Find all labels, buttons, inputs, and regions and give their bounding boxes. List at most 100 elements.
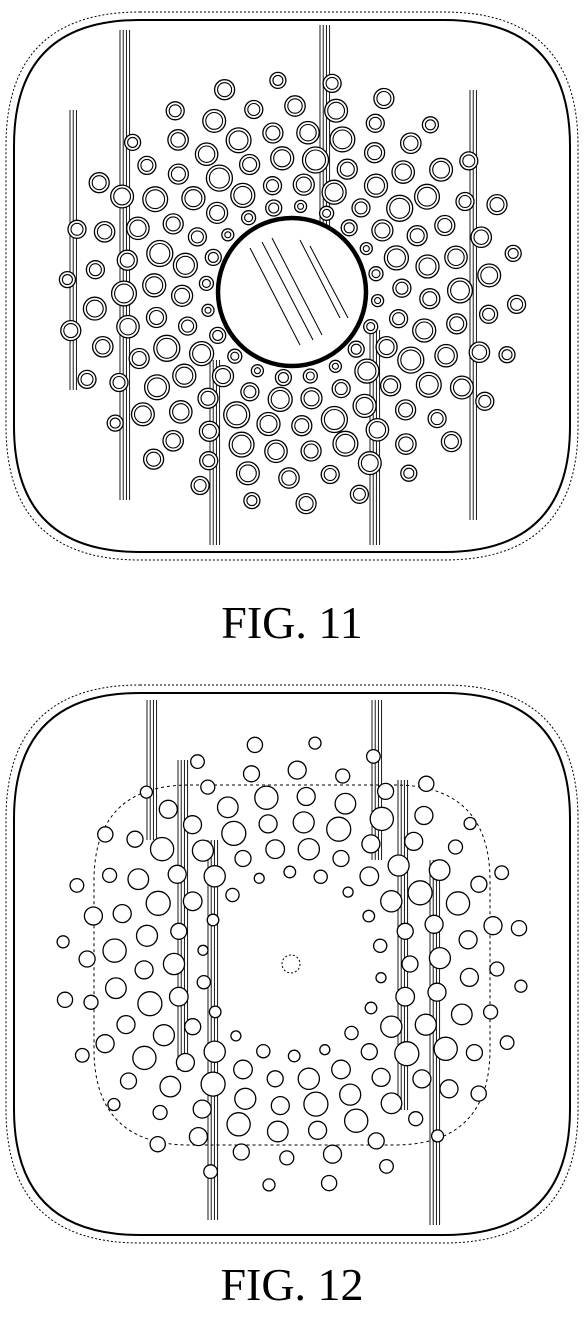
fig12-perforation-hole <box>449 840 463 854</box>
fig11-perforation-hole <box>59 272 75 288</box>
fig11-perforation-hole <box>415 184 440 209</box>
fig11-perforation-hole <box>210 327 226 343</box>
fig12-perforation-hole <box>121 1073 137 1089</box>
fig11-perforation-hole <box>145 375 170 400</box>
fig12-perforation-hole <box>96 1035 114 1053</box>
fig12-perforation-hole <box>464 818 476 830</box>
fig12-perforation-hole <box>151 838 174 861</box>
fig12-perforation-hole <box>117 1016 135 1034</box>
fig11-perforation-hole <box>112 281 137 306</box>
fig11-perforation-hole <box>505 245 521 261</box>
fig12-perforation-hole <box>171 923 187 939</box>
fig12-perforation-hole <box>150 1137 165 1152</box>
fig12-perforation-hole <box>429 948 450 969</box>
fig12-center-mark <box>282 955 300 973</box>
fig12-perforation-hole <box>271 1097 289 1115</box>
fig12-perforation-hole <box>168 865 186 883</box>
fig12-perforation-hole <box>320 1045 330 1055</box>
fig12-perforation-hole <box>495 866 509 880</box>
fig12-perforation-hole <box>193 1100 211 1118</box>
fig12-perforation-hole <box>405 832 423 850</box>
fig12-perforation-hole <box>365 1002 377 1014</box>
fig12-perforation-hole <box>288 761 306 779</box>
fig12-perforation-hole <box>370 807 393 830</box>
fig12-perforation-hole <box>159 800 177 818</box>
fig12-perforation-hole <box>419 776 434 791</box>
fig12-perforation-hole <box>257 1045 270 1058</box>
fig12-perforation-hole <box>209 1006 221 1018</box>
fig12-perforation-hole <box>409 1112 423 1126</box>
fig12-perforation-hole <box>372 1068 390 1086</box>
fig11-perforation-hole <box>295 200 307 212</box>
fig12-perforation-hole <box>133 1046 156 1069</box>
fig12-perforation-hole <box>314 870 327 883</box>
fig12-perforation-hole <box>176 1054 194 1072</box>
fig11-perforation-hole <box>229 432 254 457</box>
fig12-perforation-hole <box>98 827 113 842</box>
fig12-perforation-hole <box>378 783 394 799</box>
fig12-perforation-hole <box>361 1044 377 1060</box>
fig12-perforation-hole <box>363 910 375 922</box>
fig12-perforation-hole <box>322 1176 337 1191</box>
fig12-perforation-hole <box>263 1179 275 1191</box>
fig12-perforation-hole <box>163 953 184 974</box>
fig11-perforation-hole <box>125 134 141 150</box>
fig11-perforation-hole <box>266 200 282 216</box>
fig12-perforation-hole <box>402 956 418 972</box>
fig12-perforation-hole <box>413 1070 431 1088</box>
fig12-perforation-hole <box>515 980 527 992</box>
fig11-perforation-hole <box>190 342 214 366</box>
fig11-perforation-hole <box>231 183 255 207</box>
fig12-perforation-hole <box>298 1068 319 1089</box>
fig12-perforation-hole <box>79 951 95 967</box>
fig12-perforation-hole <box>233 1144 249 1160</box>
fig11-perforation-hole <box>268 387 292 411</box>
fig12-perforation-hole <box>380 1160 394 1174</box>
figure-11: FIG. 11 <box>6 12 578 648</box>
fig12-perforation-hole <box>226 888 239 901</box>
fig12-perforation-hole <box>137 925 158 946</box>
fig12-perforation-hole <box>376 973 386 983</box>
fig11-perforation-hole <box>303 147 329 173</box>
fig12-perforation-hole <box>500 1036 514 1050</box>
fig12-perforation-hole <box>244 766 260 782</box>
fig11-perforation-hole <box>154 335 180 361</box>
fig12-perforation-hole <box>367 750 381 764</box>
fig11-perforation-hole <box>202 304 214 316</box>
fig12-perforation-hole <box>471 1086 486 1101</box>
fig11-perforation-hole <box>341 220 357 236</box>
fig11-perforation-hole <box>228 349 242 363</box>
fig12-perforation-hole <box>218 797 239 818</box>
fig12-perforation-hole <box>76 1049 90 1063</box>
fig11-perforation-hole <box>348 341 364 357</box>
fig12-perforation-hole <box>397 923 413 939</box>
fig12-perforation-hole <box>297 788 315 806</box>
fig12-perforation-hole <box>388 855 409 876</box>
fig12-perforation-hole <box>170 987 189 1006</box>
fig12-perforation-hole <box>362 835 380 853</box>
fig12-perforation-hole <box>345 1109 368 1132</box>
fig12-perforation-hole <box>255 786 278 809</box>
fig12-perforation-hole <box>340 1084 361 1105</box>
fig12-perforation-hole <box>425 915 443 933</box>
fig12-perforation-hole <box>440 1080 458 1098</box>
fig11-perforation-hole <box>416 372 441 397</box>
fig12-perforation-hole <box>234 1060 253 1079</box>
fig11-perforation-hole <box>372 295 384 307</box>
fig12-perforation-hole <box>484 917 502 935</box>
fig12-perforation-hole <box>429 860 450 881</box>
fig11-perforation-hole <box>369 267 383 281</box>
fig12-perforation-hole <box>197 976 210 989</box>
fig11-perforation-hole <box>499 347 515 363</box>
fig12-perforation-hole <box>304 1092 328 1116</box>
fig12-perforation-hole <box>452 1004 473 1025</box>
figure-12-caption: FIG. 12 <box>220 1259 363 1310</box>
fig11-perforation-hole <box>384 246 408 270</box>
fig12-perforation-hole <box>381 1093 402 1114</box>
fig12-perforation-hole <box>113 905 131 923</box>
fig11-perforation-hole <box>147 241 173 267</box>
fig11-perforation-hole <box>387 195 413 221</box>
fig12-perforation-hole <box>368 1133 384 1149</box>
fig12-perforation-hole <box>396 987 415 1006</box>
fig12-perforation-hole <box>288 1050 300 1062</box>
